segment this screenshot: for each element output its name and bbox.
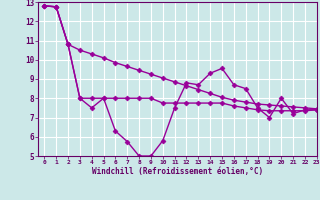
X-axis label: Windchill (Refroidissement éolien,°C): Windchill (Refroidissement éolien,°C)	[92, 167, 263, 176]
